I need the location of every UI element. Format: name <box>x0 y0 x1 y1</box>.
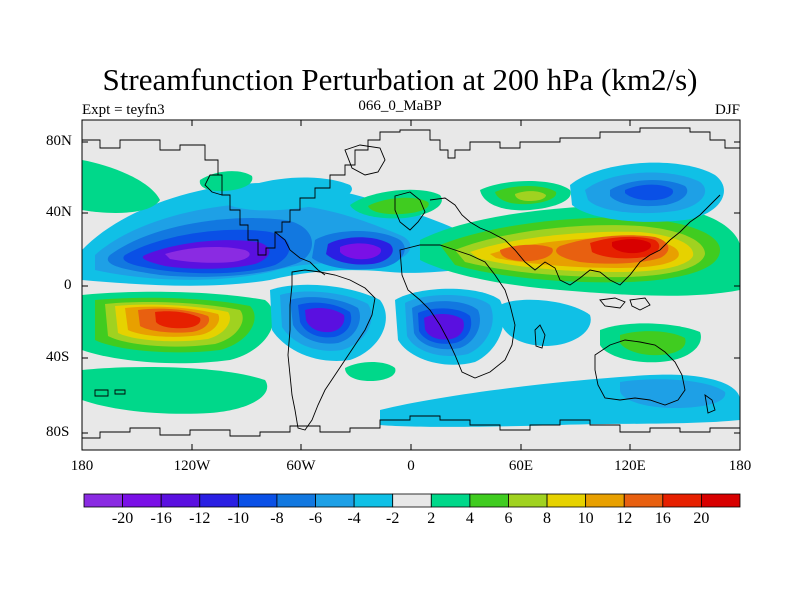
coastline <box>287 269 376 431</box>
coastline <box>399 244 516 379</box>
colorbar-swatch <box>83 493 123 508</box>
lon-label: 0 <box>407 458 415 474</box>
axis-ticks <box>81 120 741 450</box>
contour-band <box>500 299 591 346</box>
contour-band <box>515 191 546 201</box>
lon-label: 60W <box>286 458 316 474</box>
colorbar-swatch <box>546 493 587 508</box>
contour-band <box>155 311 201 329</box>
lat-label: 40S <box>46 349 70 365</box>
colorbar-swatch <box>430 493 471 508</box>
contour-band <box>620 331 686 356</box>
coastline <box>534 324 546 349</box>
colorbar <box>83 493 741 508</box>
coastline <box>114 389 126 395</box>
contour-band <box>340 243 382 260</box>
colorbar-label: -8 <box>270 510 284 527</box>
colorbar-label: 8 <box>543 510 552 527</box>
contour-band <box>305 307 345 333</box>
coastline <box>344 144 386 176</box>
coastlines <box>82 127 740 439</box>
colorbar-label: 4 <box>465 510 474 527</box>
contour-band <box>612 239 652 254</box>
lat-label: 80S <box>46 424 70 440</box>
run-label: 066_0_MaBP <box>358 98 442 114</box>
coastline <box>204 174 223 196</box>
lon-label: 120W <box>173 458 211 474</box>
colorbar-label: -12 <box>189 510 211 527</box>
contour-band <box>220 177 352 211</box>
coastline <box>274 231 326 276</box>
coastline <box>82 415 740 439</box>
contour-band <box>424 314 464 340</box>
coastline <box>594 339 686 406</box>
season-label: DJF <box>714 102 740 118</box>
colorbar-swatch <box>701 493 741 508</box>
contour-band <box>368 197 429 215</box>
coastline <box>599 297 626 309</box>
lat-label: 0 <box>64 277 72 293</box>
experiment-label: Expt = teyfn3 <box>82 102 165 118</box>
coastline <box>489 194 721 286</box>
lat-label: 80N <box>46 133 72 149</box>
colorbar-swatch <box>160 493 201 508</box>
lon-label: 60E <box>508 458 534 474</box>
colorbar-swatch <box>276 493 316 508</box>
contour-band <box>82 160 160 213</box>
contour-band <box>165 246 250 263</box>
colorbar-swatch <box>315 493 355 508</box>
coastline <box>704 394 716 414</box>
coastline <box>94 389 109 397</box>
colorbar-swatch <box>508 493 548 508</box>
colorbar-swatch <box>199 493 239 508</box>
colorbar-swatch <box>237 493 278 508</box>
contour-band <box>82 367 268 414</box>
coastline <box>394 191 426 231</box>
colorbar-label: -2 <box>386 510 400 527</box>
colorbar-label: 10 <box>577 510 594 527</box>
colorbar-label: 2 <box>427 510 436 527</box>
contour-band <box>620 379 726 408</box>
colorbar-label: -20 <box>111 510 134 527</box>
contour-band <box>345 362 396 381</box>
colorbar-swatch <box>392 493 432 508</box>
colorbar-label: 12 <box>616 510 633 527</box>
colorbar-label: -6 <box>308 510 323 527</box>
colorbar-label: -16 <box>150 510 172 527</box>
coastline <box>82 127 740 256</box>
coastline <box>629 297 651 311</box>
colorbar-label: 6 <box>504 510 513 527</box>
colorbar-label: -4 <box>347 510 361 527</box>
lon-label: 180 <box>728 458 752 474</box>
colorbar-swatch <box>469 493 509 508</box>
colorbar-swatch <box>353 493 394 508</box>
lon-label: 180 <box>70 458 94 474</box>
colorbar-swatch <box>585 493 625 508</box>
map-title: Streamfunction Perturbation at 200 hPa (… <box>102 62 698 97</box>
colorbar-label: 20 <box>693 510 710 527</box>
contour-band <box>500 244 553 262</box>
colorbar-swatch <box>662 493 702 508</box>
lat-label: 40N <box>46 204 72 220</box>
colorbar-swatch <box>623 493 664 508</box>
colorbar-swatch <box>122 493 162 508</box>
coastline <box>429 197 491 233</box>
colorbar-label: -10 <box>227 510 249 527</box>
contour-band <box>199 171 253 192</box>
contour-field <box>82 120 740 450</box>
colorbar-label: 16 <box>654 510 671 527</box>
contour-band <box>625 184 674 201</box>
lon-label: 120E <box>614 458 646 474</box>
